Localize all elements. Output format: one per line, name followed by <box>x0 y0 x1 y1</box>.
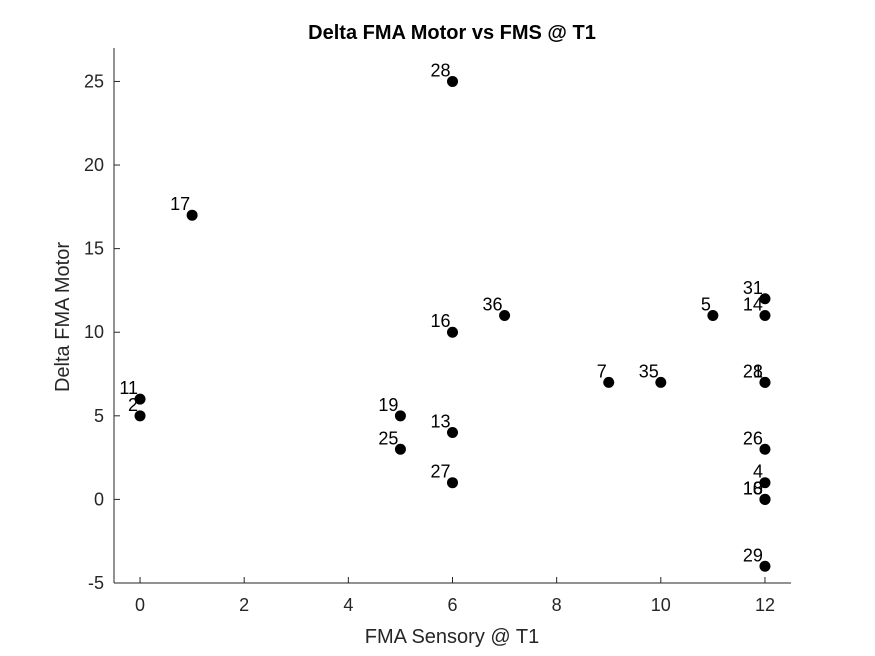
x-tick-label: 12 <box>755 595 775 615</box>
point-label: 27 <box>430 462 450 482</box>
point-label: 14 <box>743 295 763 315</box>
point-label: 4 <box>753 462 763 482</box>
scatter-point <box>447 427 458 439</box>
scatter-point <box>394 443 406 455</box>
point-label: 31 <box>743 278 763 298</box>
y-tick-label: -5 <box>88 573 104 593</box>
scatter-point <box>134 410 146 422</box>
x-tick-label: 2 <box>239 595 249 615</box>
x-tick-label: 10 <box>651 595 671 615</box>
x-tick-label: 0 <box>135 595 145 615</box>
x-tick-label: 8 <box>552 595 562 615</box>
point-label: 36 <box>483 295 503 315</box>
y-tick-label: 20 <box>84 155 104 175</box>
scatter-point <box>447 326 458 338</box>
y-axis-label: Delta FMA Motor <box>52 242 74 392</box>
y-tick-label: 15 <box>84 239 104 259</box>
point-label: 7 <box>597 361 607 381</box>
scatter-point <box>655 376 667 388</box>
point-label: 13 <box>430 412 450 432</box>
point-label: 28 <box>743 361 763 381</box>
point-label: 26 <box>743 428 763 448</box>
scatter-point <box>447 75 458 87</box>
y-tick-label: 10 <box>84 322 104 342</box>
x-axis-label: FMA Sensory @ T1 <box>365 626 539 648</box>
scatter-point <box>759 477 771 489</box>
scatter-point <box>707 310 719 321</box>
chart-title: Delta FMA Motor vs FMS @ T1 <box>308 22 596 44</box>
y-tick-label: 25 <box>84 71 104 91</box>
point-label: 1 <box>753 361 763 381</box>
scatter-point <box>447 477 458 489</box>
y-tick-label: 0 <box>94 489 104 509</box>
point-label: 35 <box>639 361 659 381</box>
point-label: 16 <box>430 311 450 331</box>
x-tick-label: 4 <box>343 595 353 615</box>
scatter-point <box>759 310 771 321</box>
point-label: 2 <box>128 395 138 415</box>
scatter-point <box>499 310 511 321</box>
scatter-point <box>759 560 771 572</box>
scatter-point <box>759 293 771 305</box>
scatter-point <box>759 376 771 388</box>
point-label: 25 <box>378 428 398 448</box>
point-label: 19 <box>378 395 398 415</box>
point-label: 5 <box>701 295 711 315</box>
x-tick-label: 6 <box>447 595 457 615</box>
point-label: 17 <box>170 194 190 214</box>
scatter-point <box>603 376 615 388</box>
point-label: 28 <box>430 60 450 80</box>
point-label: 3 <box>753 478 763 498</box>
scatter-point <box>134 393 146 405</box>
y-tick-label: 5 <box>94 406 104 426</box>
scatter-point <box>186 209 198 221</box>
point-label: 18 <box>743 478 763 498</box>
scatter-point <box>759 493 771 505</box>
scatter-point <box>759 443 771 455</box>
scatter-point <box>394 410 406 422</box>
point-label: 11 <box>119 378 138 398</box>
point-label: 10 <box>743 478 763 498</box>
point-label: 29 <box>743 545 763 565</box>
